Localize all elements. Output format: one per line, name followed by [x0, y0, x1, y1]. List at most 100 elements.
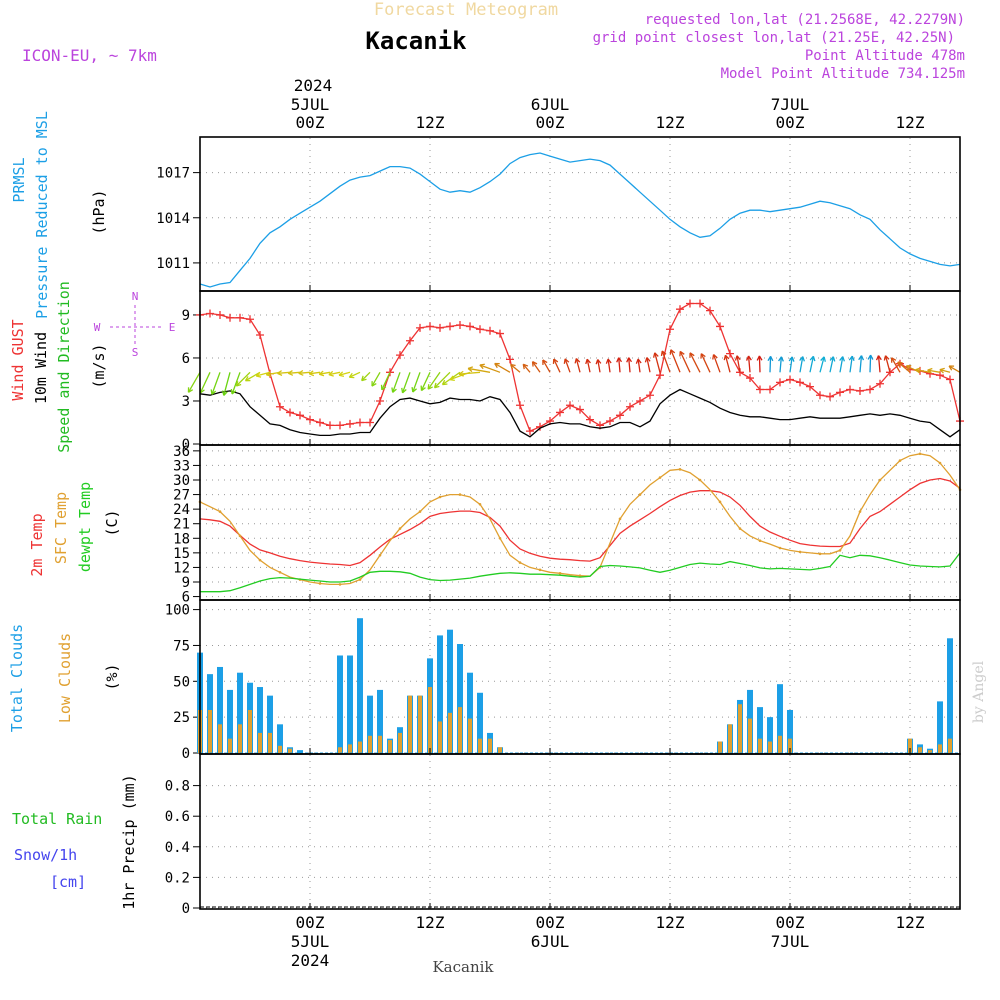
gust-marker: [236, 313, 244, 322]
low-cloud-bar: [738, 704, 742, 753]
wind-arrow-head: [371, 381, 377, 387]
low-cloud-bar: [408, 695, 412, 753]
wind-arrow: [392, 372, 401, 393]
bottom-date-label: 7JUL: [771, 932, 810, 951]
gust-marker: [246, 315, 254, 324]
wind-arrow-head: [820, 356, 826, 362]
cloud-unit: (%): [103, 663, 121, 690]
y-tick-label: 1014: [156, 211, 190, 227]
low-cloud-bar: [288, 748, 292, 753]
wind-arrow-head: [700, 353, 706, 359]
gust-marker: [566, 401, 574, 410]
wind-arrow: [319, 371, 331, 375]
wind-arrow-head: [427, 384, 433, 390]
wind-arrow: [479, 364, 501, 373]
wind-arrow: [799, 356, 804, 373]
wind-arrow-head: [848, 355, 855, 361]
wind-arrow-head: [441, 379, 448, 386]
gust-marker: [866, 385, 874, 394]
series-line-10m-wind: [199, 388, 961, 438]
low-cloud-bar: [268, 732, 272, 753]
wind-arrow: [618, 357, 621, 373]
y-tick-label: 15: [173, 546, 190, 562]
total-clouds-label: Total Clouds: [8, 624, 26, 732]
wind-arrow-head: [458, 370, 464, 377]
gust-marker: [216, 310, 224, 319]
sfc-temp-point: [938, 461, 942, 465]
temp-dewpt-label: dewpt Temp: [76, 482, 94, 572]
gust-marker: [756, 385, 764, 394]
y-tick-label: 1017: [156, 166, 190, 182]
sfc-temp-point: [898, 459, 902, 462]
sfc-temp-point: [218, 510, 222, 513]
sfc-temp-point: [798, 550, 802, 554]
wind-arrow: [187, 371, 201, 393]
wind-arrow-head: [644, 357, 651, 363]
y-tick-label: 100: [165, 603, 190, 619]
low-cloud-bar: [458, 707, 462, 753]
wind-arrow-head: [669, 349, 676, 355]
sfc-temp-point: [258, 558, 262, 562]
gust-marker: [426, 322, 434, 331]
wind-10m-label: 10m Wind: [32, 332, 50, 404]
low-cloud-bar: [718, 741, 722, 753]
low-cloud-bar: [358, 741, 362, 753]
gust-marker: [616, 411, 624, 420]
wind-arrow: [288, 371, 301, 374]
low-cloud-bar: [758, 738, 762, 753]
total-cloud-bar: [347, 655, 353, 753]
wind-arrow-head: [788, 356, 795, 362]
wind-arrow-head: [883, 355, 890, 361]
sfc-temp-point: [758, 539, 762, 543]
bottom-date-label: 5JUL: [291, 932, 330, 951]
y-tick-label: 0: [182, 746, 190, 762]
sfc-temp-point: [358, 578, 362, 581]
y-tick-label: 30: [173, 473, 190, 489]
y-tick-label: 3: [182, 394, 190, 410]
gust-marker: [936, 371, 944, 380]
sfc-temp-point: [378, 553, 382, 557]
top-hour-label: 00Z: [296, 113, 325, 132]
sfc-temp-point: [538, 568, 542, 572]
wind-arrow: [371, 371, 381, 387]
low-cloud-bar: [778, 735, 782, 753]
wind-gust-label: Wind GUST: [9, 319, 27, 400]
credit-watermark: by Angel: [971, 660, 987, 723]
wind-arrow: [829, 356, 834, 373]
wind-arrow: [231, 372, 241, 395]
wind-arrow-head: [858, 355, 865, 361]
wind-panel: Wind GUST 10m Wind Speed and Direction (…: [9, 281, 175, 453]
y-tick-label: 0.4: [165, 840, 190, 856]
panel-3-plot: 0 25 50 75 100: [165, 599, 961, 762]
top-hour-label: 12Z: [896, 113, 925, 132]
y-tick-label: 24: [173, 502, 190, 518]
wind-arrow: [939, 368, 951, 373]
wind-arrow-head: [308, 370, 315, 377]
temp-panel: 2m Temp SFC Temp dewpt Temp (C): [28, 482, 121, 577]
gust-marker: [746, 374, 754, 383]
wind-arrow: [381, 372, 391, 391]
total-cloud-bar: [447, 629, 453, 753]
gust-marker: [206, 309, 214, 318]
low-cloud-bar: [418, 695, 422, 753]
wind-arrow: [211, 372, 221, 395]
wind-arrow-head: [635, 358, 642, 364]
total-cloud-bar: [787, 709, 793, 753]
total-cloud-bar: [277, 724, 283, 753]
model-label: ICON-EU, ~ 7km: [22, 46, 157, 65]
wind-arrow-head: [210, 389, 217, 395]
gust-marker: [286, 408, 294, 417]
y-tick-label: 6: [182, 590, 190, 606]
total-cloud-bar: [937, 701, 943, 753]
bottom-hour-label: 00Z: [296, 913, 325, 932]
low-cloud-bar: [348, 744, 352, 753]
wind-arrow: [809, 356, 815, 373]
sfc-temp-point: [718, 500, 722, 504]
wind-arrow: [607, 358, 611, 373]
compass-n: N: [132, 290, 139, 303]
grid-point-coords: grid point closest lon,lat (21.25E, 42.2…: [593, 30, 955, 46]
panel-frame: [199, 290, 961, 446]
gust-marker: [836, 388, 844, 397]
wind-arrow-head: [265, 371, 272, 377]
